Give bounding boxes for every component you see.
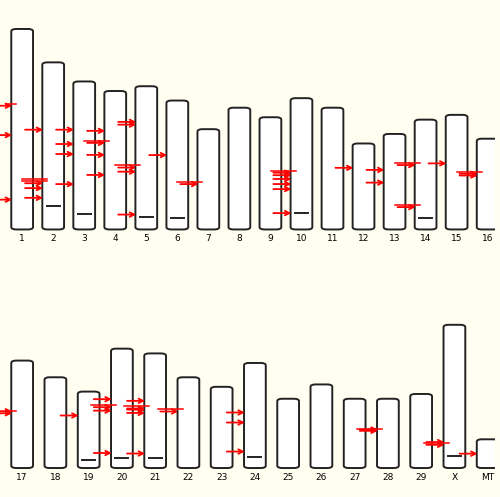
FancyBboxPatch shape (477, 139, 498, 230)
Text: 10: 10 (296, 234, 307, 243)
Text: 18: 18 (50, 473, 61, 482)
FancyBboxPatch shape (12, 361, 33, 468)
FancyBboxPatch shape (211, 387, 233, 468)
Text: 4: 4 (112, 234, 118, 243)
FancyBboxPatch shape (198, 129, 219, 230)
FancyBboxPatch shape (178, 377, 200, 468)
FancyBboxPatch shape (136, 86, 157, 230)
Text: 2: 2 (50, 234, 56, 243)
Text: 12: 12 (358, 234, 369, 243)
FancyBboxPatch shape (444, 325, 466, 468)
FancyBboxPatch shape (384, 134, 406, 230)
FancyBboxPatch shape (410, 394, 432, 468)
Text: X: X (452, 473, 458, 482)
Text: 23: 23 (216, 473, 228, 482)
FancyBboxPatch shape (322, 108, 344, 230)
FancyBboxPatch shape (414, 120, 436, 230)
FancyBboxPatch shape (260, 117, 281, 230)
Text: 19: 19 (83, 473, 94, 482)
Text: 11: 11 (326, 234, 338, 243)
Text: 16: 16 (482, 234, 494, 243)
FancyBboxPatch shape (42, 63, 64, 230)
FancyBboxPatch shape (44, 377, 66, 468)
FancyBboxPatch shape (228, 108, 250, 230)
FancyBboxPatch shape (78, 392, 100, 468)
Text: 15: 15 (451, 234, 462, 243)
FancyBboxPatch shape (278, 399, 299, 468)
FancyBboxPatch shape (344, 399, 366, 468)
Text: 3: 3 (82, 234, 87, 243)
FancyBboxPatch shape (377, 399, 399, 468)
Text: MT: MT (481, 473, 494, 482)
Text: 14: 14 (420, 234, 432, 243)
FancyBboxPatch shape (290, 98, 312, 230)
FancyBboxPatch shape (12, 29, 33, 230)
FancyBboxPatch shape (446, 115, 468, 230)
Text: 29: 29 (416, 473, 427, 482)
Text: 8: 8 (236, 234, 242, 243)
Text: 26: 26 (316, 473, 327, 482)
FancyBboxPatch shape (104, 91, 126, 230)
FancyBboxPatch shape (144, 353, 166, 468)
FancyBboxPatch shape (477, 439, 498, 468)
FancyBboxPatch shape (74, 82, 95, 230)
FancyBboxPatch shape (111, 349, 133, 468)
Text: 21: 21 (150, 473, 161, 482)
Text: 22: 22 (183, 473, 194, 482)
Text: 7: 7 (206, 234, 211, 243)
Text: 9: 9 (268, 234, 274, 243)
Text: 5: 5 (144, 234, 149, 243)
Text: 25: 25 (282, 473, 294, 482)
Text: 17: 17 (16, 473, 28, 482)
Text: 13: 13 (389, 234, 400, 243)
Text: 27: 27 (349, 473, 360, 482)
Text: 20: 20 (116, 473, 128, 482)
FancyBboxPatch shape (352, 144, 374, 230)
FancyBboxPatch shape (310, 385, 332, 468)
Text: 6: 6 (174, 234, 180, 243)
Text: 24: 24 (250, 473, 260, 482)
FancyBboxPatch shape (166, 100, 188, 230)
Text: 28: 28 (382, 473, 394, 482)
FancyBboxPatch shape (244, 363, 266, 468)
Text: 1: 1 (20, 234, 25, 243)
